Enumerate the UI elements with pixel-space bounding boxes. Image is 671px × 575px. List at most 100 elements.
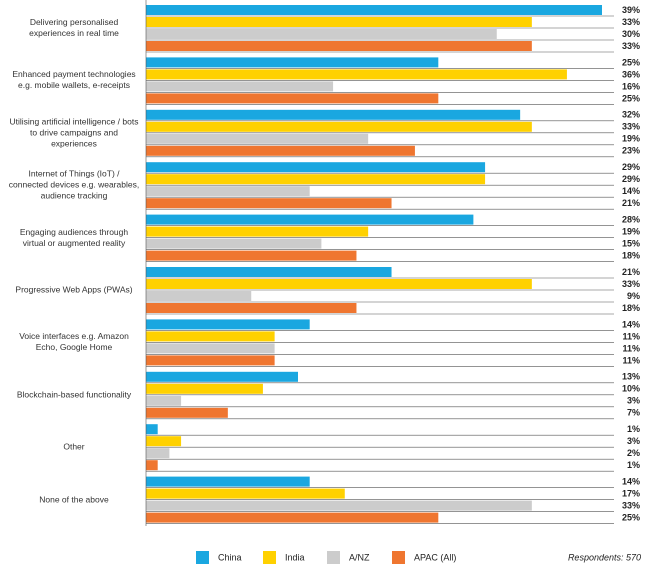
- category-label: Delivering personalised experiences in r…: [29, 17, 119, 38]
- value-label: 14%: [622, 476, 640, 486]
- value-label: 33%: [622, 17, 640, 27]
- bar: [146, 133, 369, 144]
- value-label: 18%: [622, 303, 640, 313]
- bar: [146, 93, 439, 104]
- bar: [146, 69, 567, 80]
- value-label: 14%: [622, 186, 640, 196]
- value-label: 33%: [622, 500, 640, 510]
- bar: [146, 331, 275, 342]
- category-label: Progressive Web Apps (PWAs): [15, 284, 133, 295]
- value-label: 1%: [627, 460, 640, 470]
- value-label: 19%: [622, 134, 640, 144]
- value-label: 2%: [627, 448, 640, 458]
- bar: [146, 319, 310, 330]
- bar: [146, 424, 158, 435]
- value-label: 32%: [622, 110, 640, 120]
- value-label: 3%: [627, 396, 640, 406]
- category-label: Voice interfaces e.g. Amazon Echo, Googl…: [19, 331, 129, 353]
- value-label: 29%: [622, 162, 640, 172]
- value-label: 33%: [622, 122, 640, 132]
- bar: [146, 250, 357, 261]
- value-label: 36%: [622, 69, 640, 79]
- bar: [146, 355, 275, 366]
- value-label: 11%: [622, 355, 640, 365]
- bar: [146, 279, 532, 289]
- value-label: 23%: [622, 146, 640, 156]
- bar: [146, 395, 182, 406]
- value-label: 30%: [622, 29, 640, 39]
- bar: [146, 303, 357, 313]
- value-label: 19%: [622, 226, 640, 236]
- value-label: 11%: [622, 343, 640, 353]
- bar: [146, 81, 334, 92]
- value-label: 33%: [622, 279, 640, 289]
- value-label: 14%: [622, 319, 640, 329]
- bar: [146, 162, 486, 173]
- note: Respondents: 570: [568, 552, 641, 562]
- bar: [146, 371, 298, 382]
- bar: [146, 500, 532, 511]
- category-label: Enhanced payment technologies e.g. mobil…: [12, 69, 136, 91]
- value-label: 25%: [622, 57, 640, 67]
- value-label: 16%: [622, 81, 640, 91]
- value-label: 11%: [622, 331, 640, 341]
- bar: [146, 186, 310, 197]
- category-label: None of the above: [39, 494, 109, 505]
- category-label: Engaging audiences through virtual or au…: [19, 226, 129, 248]
- value-label: 29%: [622, 174, 640, 184]
- category-label: Other: [63, 441, 85, 452]
- bar: [146, 383, 263, 394]
- value-label: 21%: [622, 198, 640, 208]
- value-label: 21%: [622, 267, 640, 277]
- bar: [146, 436, 182, 447]
- bar: [146, 407, 228, 418]
- value-label: 15%: [622, 238, 640, 248]
- legend-swatch: [263, 551, 276, 564]
- bar: [146, 267, 392, 277]
- legend-swatch: [327, 551, 340, 564]
- bar: [146, 145, 415, 156]
- legend-label: India: [285, 552, 305, 562]
- value-label: 18%: [622, 250, 640, 260]
- bar: [146, 238, 322, 249]
- bar: [146, 29, 497, 39]
- legend-label: China: [218, 552, 242, 562]
- bar: [146, 57, 439, 68]
- legend-label: APAC (All): [414, 552, 456, 562]
- bar: [146, 343, 275, 354]
- value-label: 10%: [622, 384, 640, 394]
- value-label: 25%: [622, 512, 640, 522]
- bar: [146, 476, 310, 487]
- value-label: 9%: [627, 291, 640, 301]
- legend-swatch: [392, 551, 405, 564]
- bar: [146, 109, 521, 120]
- bar: [146, 226, 369, 237]
- value-label: 7%: [627, 408, 640, 418]
- value-label: 1%: [627, 424, 640, 434]
- bar: [146, 41, 532, 51]
- category-label: Internet of Things (IoT) / connected dev…: [8, 168, 140, 201]
- bar: [146, 5, 602, 15]
- bar: [146, 198, 392, 209]
- bar: [146, 291, 252, 301]
- value-label: 39%: [622, 5, 640, 15]
- bar: [146, 488, 345, 499]
- value-label: 25%: [622, 93, 640, 103]
- bar: [146, 121, 532, 132]
- category-label: Utilising artificial intelligence / bots…: [9, 116, 139, 149]
- bar: [146, 448, 170, 459]
- bar: [146, 460, 158, 471]
- bar: [146, 214, 474, 225]
- category-label: Blockchain-based functionality: [16, 389, 132, 400]
- legend-swatch: [196, 551, 209, 564]
- bar: [146, 512, 439, 523]
- value-label: 33%: [622, 41, 640, 51]
- value-label: 3%: [627, 436, 640, 446]
- value-label: 28%: [622, 214, 640, 224]
- value-label: 13%: [622, 372, 640, 382]
- bar: [146, 17, 532, 27]
- value-label: 17%: [622, 488, 640, 498]
- bar: [146, 174, 486, 185]
